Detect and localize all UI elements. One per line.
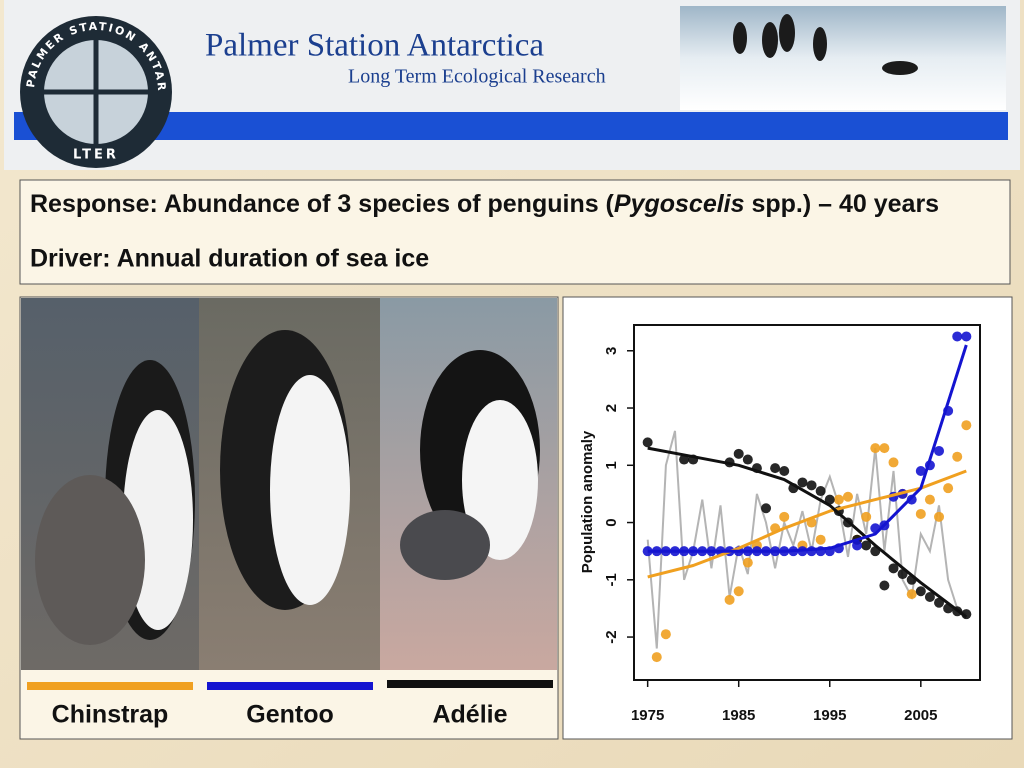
- data-point: [888, 457, 899, 468]
- data-point: [724, 594, 735, 605]
- data-point: [815, 534, 826, 545]
- data-point: [761, 503, 772, 514]
- legend-swatch: [387, 680, 553, 688]
- trend-line: [647, 469, 967, 579]
- data-point: [861, 511, 872, 522]
- data-point: [742, 557, 753, 568]
- data-point: [961, 420, 972, 431]
- y-tick-label: 2: [603, 404, 620, 412]
- data-point: [824, 494, 835, 505]
- data-point: [915, 508, 926, 519]
- response-prefix: Response: Abundance of 3 species of peng…: [30, 190, 615, 218]
- data-point: [924, 591, 935, 602]
- data-point: [879, 443, 890, 454]
- plot: 1975 1985 1995 2005 -2 -1 0 1 2 3: [603, 331, 972, 724]
- data-point: [961, 331, 972, 342]
- y-tick-label: 0: [603, 518, 620, 526]
- data-point: [879, 580, 890, 591]
- legend-label: Gentoo: [246, 701, 334, 729]
- plot-frame: [633, 324, 981, 681]
- data-point: [742, 454, 753, 465]
- data-point: [642, 546, 653, 557]
- data-point: [888, 563, 899, 574]
- data-point: [797, 477, 808, 488]
- data-point: [679, 454, 690, 465]
- response-suffix: spp.) – 40 years: [745, 190, 940, 218]
- data-point: [842, 491, 853, 502]
- x-tick-label: 2005: [904, 707, 937, 724]
- data-point: [806, 480, 817, 491]
- data-point: [915, 586, 926, 597]
- x-tick-label: 1975: [631, 707, 664, 724]
- data-point: [833, 494, 844, 505]
- y-tick-label: 1: [603, 461, 620, 469]
- banner-stripe: [14, 112, 1008, 140]
- data-point: [660, 629, 671, 640]
- data-point: [934, 511, 945, 522]
- response-italic: Pygoscelis: [614, 190, 745, 218]
- driver-line: [646, 430, 967, 649]
- y-tick-label: -1: [603, 573, 620, 586]
- x-tick-label: 1995: [813, 707, 846, 724]
- data-point: [943, 483, 954, 494]
- data-point: [733, 586, 744, 597]
- data-point: [733, 448, 744, 459]
- trend-line: [647, 446, 968, 619]
- legend-label: Chinstrap: [52, 701, 169, 729]
- text-box: [19, 179, 1011, 285]
- response-line: Response: Abundance of 3 species of peng…: [30, 190, 939, 218]
- data-point: [852, 540, 863, 551]
- header-subtitle: Long Term Ecological Research: [348, 66, 606, 88]
- data-point: [952, 451, 963, 462]
- legend-swatch: [207, 682, 373, 690]
- penguin-shapes: [35, 330, 540, 645]
- y-axis-label: Population anomaly: [579, 430, 596, 573]
- banner-photo: [680, 6, 1006, 110]
- x-tick-label: 1985: [722, 707, 755, 724]
- data-point: [906, 494, 917, 505]
- data-point: [642, 437, 653, 448]
- data-point: [870, 443, 881, 454]
- trend-line: [647, 344, 968, 553]
- data-point: [934, 445, 945, 456]
- penguins-silhouettes: [733, 14, 918, 75]
- logo-mark: LTER: [73, 148, 119, 163]
- y-tick-label: -2: [603, 630, 620, 643]
- data-point: [906, 589, 917, 600]
- data-point: [770, 463, 781, 474]
- data-point: [915, 466, 926, 477]
- data-point: [952, 331, 963, 342]
- data-point: [779, 511, 790, 522]
- driver-line: Driver: Annual duration of sea ice: [30, 245, 429, 273]
- data-point: [779, 466, 790, 477]
- legend: Chinstrap Gentoo Adélie: [27, 680, 553, 729]
- data-point: [924, 494, 935, 505]
- legend-swatch: [27, 682, 193, 690]
- header-title: Palmer Station Antarctica: [205, 28, 544, 64]
- data-point: [861, 540, 872, 551]
- data-point: [815, 486, 826, 497]
- y-tick-label: 3: [603, 347, 620, 355]
- data-point: [651, 652, 662, 663]
- legend-label: Adélie: [432, 701, 507, 729]
